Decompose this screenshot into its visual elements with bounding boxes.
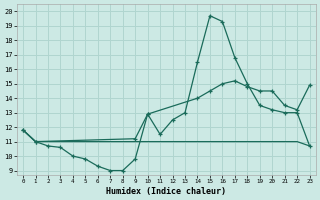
X-axis label: Humidex (Indice chaleur): Humidex (Indice chaleur) (106, 187, 226, 196)
